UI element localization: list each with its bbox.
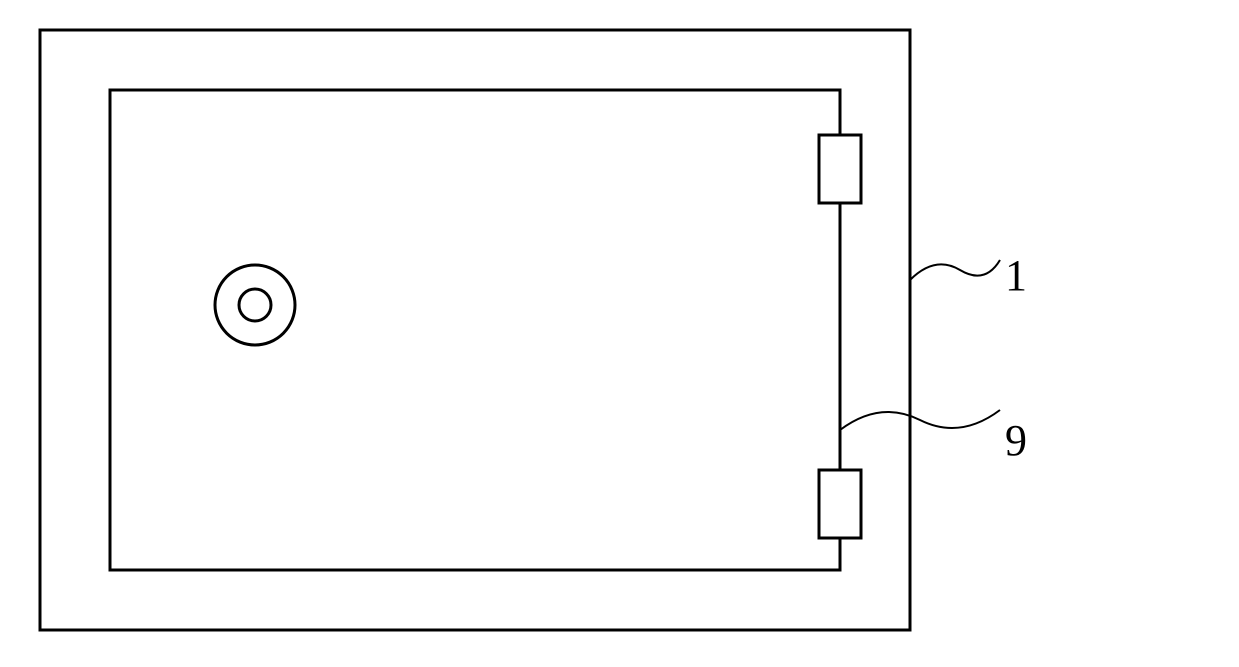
outer-frame bbox=[40, 30, 910, 630]
label-9: 9 bbox=[1005, 416, 1027, 465]
knob-inner bbox=[239, 289, 271, 321]
hinge-bottom bbox=[819, 470, 861, 538]
diagram-canvas: 1 9 bbox=[0, 0, 1239, 667]
knob-outer bbox=[215, 265, 295, 345]
inner-door bbox=[110, 90, 840, 570]
hinge-top bbox=[819, 135, 861, 203]
leader-line-9 bbox=[840, 410, 1000, 430]
leader-line-1 bbox=[910, 260, 1000, 280]
label-1: 1 bbox=[1005, 251, 1027, 300]
